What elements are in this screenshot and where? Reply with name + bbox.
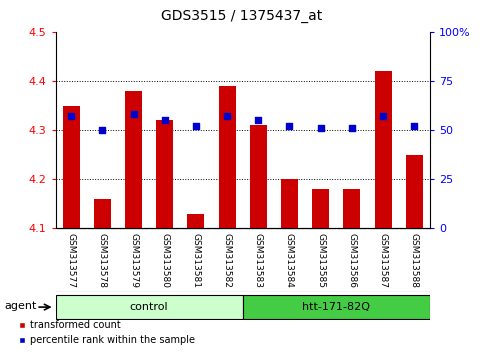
Text: GSM313586: GSM313586 (347, 233, 356, 288)
Bar (406, 155, 423, 228)
Bar (281, 179, 298, 228)
Point (223, 114, 231, 119)
Point (317, 125, 325, 131)
Text: GSM313585: GSM313585 (316, 233, 325, 288)
Point (192, 123, 200, 129)
Text: control: control (130, 302, 169, 312)
Text: GSM313587: GSM313587 (379, 233, 387, 288)
Bar (156, 120, 173, 228)
Text: GSM313577: GSM313577 (67, 233, 76, 288)
Point (379, 114, 387, 119)
Point (348, 125, 356, 131)
Text: GDS3515 / 1375437_at: GDS3515 / 1375437_at (161, 9, 322, 23)
Bar (218, 86, 236, 228)
Point (411, 123, 418, 129)
Text: GSM313581: GSM313581 (191, 233, 200, 288)
Point (99, 127, 106, 133)
Text: GSM313580: GSM313580 (160, 233, 169, 288)
Bar (56, 295, 242, 319)
Bar (250, 125, 267, 228)
Legend: transformed count, percentile rank within the sample: transformed count, percentile rank withi… (14, 316, 199, 349)
Text: agent: agent (5, 301, 37, 311)
Text: GSM313583: GSM313583 (254, 233, 263, 288)
Text: htt-171-82Q: htt-171-82Q (302, 302, 370, 312)
Text: GSM313582: GSM313582 (223, 233, 232, 288)
Text: GSM313588: GSM313588 (410, 233, 419, 288)
Bar (187, 213, 204, 228)
Bar (312, 189, 329, 228)
Text: GSM313584: GSM313584 (285, 233, 294, 288)
Text: GSM313579: GSM313579 (129, 233, 138, 288)
Bar (125, 91, 142, 228)
Bar (242, 295, 430, 319)
Point (255, 118, 262, 123)
Bar (63, 105, 80, 228)
Bar (94, 199, 111, 228)
Point (129, 112, 137, 117)
Bar (374, 71, 392, 228)
Point (161, 118, 169, 123)
Point (67, 114, 75, 119)
Bar (343, 189, 360, 228)
Text: GSM313578: GSM313578 (98, 233, 107, 288)
Point (285, 123, 293, 129)
